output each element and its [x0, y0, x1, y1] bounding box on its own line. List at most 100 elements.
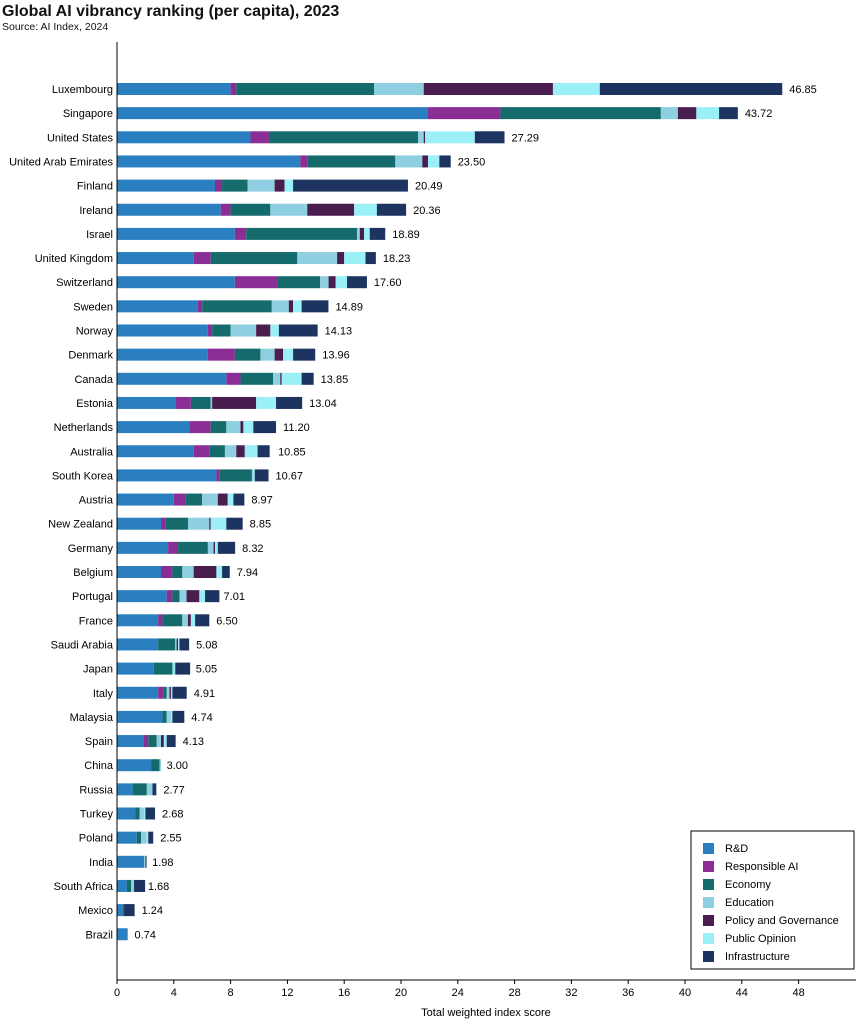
country-label: Spain — [85, 736, 113, 748]
bar-segment — [696, 107, 720, 120]
bar-segment — [179, 590, 187, 603]
bar-segment — [159, 759, 162, 772]
country-label: Denmark — [68, 350, 113, 362]
bar-segment — [161, 517, 166, 530]
total-label: 20.49 — [415, 181, 443, 193]
total-label: 14.13 — [325, 326, 353, 338]
total-label: 1.98 — [152, 857, 173, 869]
total-label: 3.00 — [167, 760, 188, 772]
total-label: 13.04 — [309, 398, 337, 410]
total-label: 18.89 — [392, 229, 420, 241]
legend-swatch — [703, 843, 714, 854]
bar-segment — [182, 566, 194, 578]
legend-label: Education — [725, 897, 774, 909]
bar-segment — [156, 735, 162, 748]
bar-segment — [271, 300, 289, 313]
bar-segment — [474, 131, 505, 144]
bar-segment — [117, 614, 159, 627]
bar-row — [117, 831, 154, 844]
bar-segment — [244, 445, 258, 458]
country-label: India — [89, 857, 114, 869]
country-label: Turkey — [80, 809, 114, 821]
bar-row — [117, 252, 376, 265]
country-label: Mexico — [78, 905, 113, 917]
bar-segment — [145, 807, 156, 820]
bar-segment — [175, 662, 191, 675]
total-label: 43.72 — [745, 108, 773, 120]
bar-segment — [300, 155, 308, 168]
bar-segment — [293, 348, 316, 361]
bar-segment — [374, 83, 424, 95]
bar-segment — [354, 203, 377, 216]
country-label: China — [84, 760, 114, 772]
bar-segment — [281, 372, 302, 385]
bar-segment — [193, 252, 211, 265]
bar-row — [117, 566, 230, 578]
bar-segment — [136, 831, 142, 844]
bar-segment — [176, 638, 179, 651]
bar-row — [117, 638, 190, 651]
bar-segment — [423, 131, 426, 144]
country-label: Netherlands — [54, 422, 114, 434]
bar-segment — [117, 928, 127, 941]
bar-segment — [270, 324, 279, 337]
country-label: France — [79, 615, 113, 627]
bar-segment — [260, 348, 275, 361]
x-tick-label: 32 — [565, 987, 577, 999]
bar-segment — [425, 131, 475, 144]
bar-segment — [117, 348, 208, 361]
legend-swatch — [703, 951, 714, 962]
bar-segment — [117, 493, 174, 506]
bar-row — [117, 227, 386, 240]
bar-segment — [117, 203, 221, 216]
bar-segment — [117, 686, 159, 699]
bar-segment — [143, 735, 149, 748]
bar-segment — [500, 107, 661, 120]
bar-row — [117, 493, 245, 506]
bar-segment — [117, 807, 136, 820]
bar-segment — [222, 566, 230, 578]
bar-segment — [423, 83, 553, 95]
total-label: 8.85 — [250, 519, 271, 531]
country-label: Australia — [70, 446, 114, 458]
legend: R&D Responsible AI Economy Education Policy … — [690, 830, 855, 970]
country-label: Saudi Arabia — [51, 639, 114, 651]
bar-segment — [253, 469, 255, 482]
total-label: 17.60 — [374, 277, 402, 289]
bar-row — [117, 324, 318, 337]
bar-row — [117, 372, 314, 385]
bar-segment — [175, 638, 177, 651]
bar-segment — [190, 396, 211, 409]
bar-segment — [251, 469, 254, 482]
total-label: 4.74 — [191, 712, 212, 724]
bar-row — [117, 614, 210, 627]
bar-segment — [278, 324, 318, 337]
bar-segment — [188, 614, 191, 627]
bar-segment — [189, 421, 211, 434]
bar-row — [117, 179, 408, 192]
bar-segment — [158, 638, 176, 651]
x-tick-label: 28 — [508, 987, 520, 999]
bar-segment — [210, 421, 227, 434]
bar-segment — [193, 445, 210, 458]
bar-segment — [364, 227, 370, 240]
country-label: Russia — [79, 784, 114, 796]
total-label: 14.89 — [335, 301, 363, 313]
bar-segment — [297, 252, 338, 265]
bar-segment — [117, 252, 194, 265]
total-label: 0.74 — [135, 929, 156, 941]
country-label: Austria — [79, 495, 114, 507]
bar-segment — [126, 928, 128, 941]
bar-row — [117, 928, 128, 941]
bar-segment — [117, 155, 301, 168]
total-label: 2.68 — [162, 809, 183, 821]
bar-segment — [307, 155, 396, 168]
bar-row — [117, 807, 156, 820]
bar-segment — [230, 203, 271, 216]
total-label: 23.50 — [458, 156, 486, 168]
legend-swatch — [703, 897, 714, 908]
bar-row — [117, 107, 738, 120]
bar-segment — [166, 735, 176, 748]
legend-label: Policy and Governance — [725, 915, 839, 927]
country-label: Finland — [77, 181, 113, 193]
